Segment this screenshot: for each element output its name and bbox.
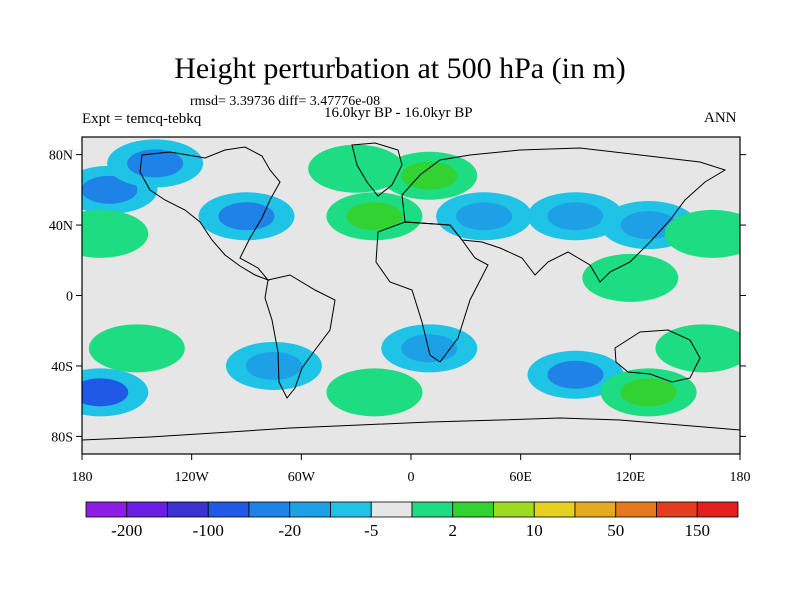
anomaly-core-13 [82, 378, 129, 407]
colorbar-swatch [533, 501, 576, 518]
colorbar-swatch [452, 501, 494, 518]
colorbar-swatch [248, 501, 291, 518]
lat-label: 40S [51, 360, 73, 375]
anomaly-core-7 [456, 202, 513, 231]
colorbar-label: 2 [449, 521, 458, 540]
coast-south-america [264, 274, 336, 399]
coast-antarctica [82, 417, 740, 441]
anomaly-core-12 [108, 334, 165, 363]
experiment-label: Expt = temcq-tebkq [82, 111, 202, 127]
season-label: ANN [704, 110, 737, 126]
colorbar-swatch [574, 501, 617, 518]
colorbar-label: -20 [278, 521, 301, 540]
lon-label: 180 [72, 470, 93, 485]
anomaly-core-3 [218, 202, 275, 231]
anomaly-core-11 [602, 263, 659, 292]
axis-layer: 80N 40N 0 40S 80S 180 120W 60W 0 60E 120E 180 [49, 149, 751, 485]
colorbar-swatch [656, 501, 698, 518]
coast-eurasia [401, 147, 727, 283]
anomaly-core-4 [328, 154, 385, 183]
colorbar-label: 50 [607, 521, 624, 540]
coast-australia [614, 329, 701, 383]
lat-label: 80S [51, 430, 73, 445]
plot-title: Height perturbation at 500 hPa (in m) [174, 52, 626, 85]
anomaly-core-1 [127, 149, 184, 178]
colorbar-swatch [126, 501, 168, 518]
coastlines [82, 142, 740, 441]
anomaly-core-0 [82, 175, 138, 204]
colorbar-swatch [696, 501, 739, 518]
anomaly-core-18 [620, 378, 677, 407]
anomaly-core-16 [401, 334, 458, 363]
colorbar-label: 10 [526, 521, 543, 540]
colorbar: -200 -100 -20 -5 2 10 50 150 [85, 501, 739, 540]
lat-label: 0 [66, 290, 73, 305]
anomaly-core-19 [675, 334, 732, 363]
colorbar-swatch [289, 501, 331, 518]
lon-label: 120W [175, 470, 210, 485]
colorbar-swatch [85, 501, 128, 518]
colorbar-swatch [207, 501, 250, 518]
anomaly-core-15 [346, 378, 403, 407]
lat-label: 80N [49, 149, 73, 164]
colorbar-swatch [330, 501, 372, 518]
period-label: 16.0kyr BP - 16.0kyr BP [324, 105, 473, 121]
anomaly-core-8 [547, 202, 604, 231]
lon-label: 180 [730, 470, 751, 485]
colorbar-swatch [493, 501, 535, 518]
coast-greenland [351, 142, 403, 197]
lat-label: 40N [49, 219, 73, 234]
lon-label: 120E [616, 470, 646, 485]
anomaly-layer [82, 139, 740, 417]
anomaly-core-10 [684, 219, 740, 248]
anomaly-core-5 [401, 161, 458, 190]
anomaly-core-2 [82, 219, 129, 248]
colorbar-swatch [370, 501, 413, 518]
anomaly-core-17 [547, 360, 604, 389]
colorbar-label: -100 [193, 521, 224, 540]
anomaly-core-9 [620, 211, 677, 240]
coast-north-america [139, 146, 281, 282]
lon-label: 0 [408, 470, 415, 485]
lon-label: 60W [288, 470, 316, 485]
lon-label: 60E [509, 470, 532, 485]
colorbar-swatch [167, 501, 209, 518]
anomaly-core-14 [245, 351, 302, 380]
colorbar-label: 150 [685, 521, 711, 540]
colorbar-label: -200 [111, 521, 142, 540]
anomaly-core-6 [346, 202, 403, 231]
colorbar-swatch [615, 501, 657, 518]
colorbar-swatch [411, 501, 454, 518]
colorbar-label: -5 [364, 521, 378, 540]
stats-text: rmsd= 3.39736 diff= 3.47776e-08 [190, 94, 381, 109]
